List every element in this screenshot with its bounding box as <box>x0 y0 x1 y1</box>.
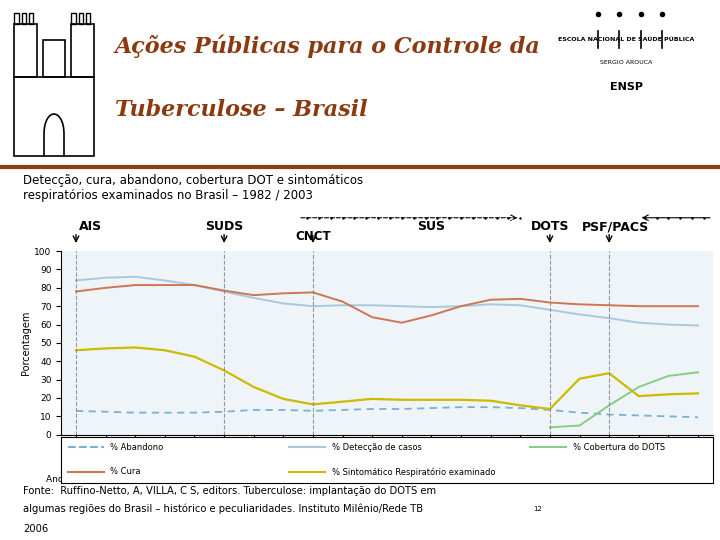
Bar <box>71 13 76 24</box>
Text: % Cobertura do DOTS: % Cobertura do DOTS <box>572 443 665 452</box>
Text: % Cura: % Cura <box>110 467 140 476</box>
Text: AIS: AIS <box>79 220 102 233</box>
Text: Tuberculose – Brasil: Tuberculose – Brasil <box>115 99 368 120</box>
Text: Fonte:  Ruffino-Netto, A, VILLA, C S, editors. Tuberculose: implantação do DOTS : Fonte: Ruffino-Netto, A, VILLA, C S, edi… <box>23 486 436 496</box>
Text: 2006: 2006 <box>23 524 48 534</box>
Text: SERGIO AROUCA: SERGIO AROUCA <box>600 59 652 65</box>
Text: % Detecção de casos: % Detecção de casos <box>332 443 421 452</box>
Text: Detecção, cura, abandono, cobertura DOT e sintomáticos
respiratórios examinados : Detecção, cura, abandono, cobertura DOT … <box>23 174 363 202</box>
Text: SUDS: SUDS <box>205 220 243 233</box>
Text: Ações Públicas para o Controle da: Ações Públicas para o Controle da <box>115 34 541 58</box>
Bar <box>43 40 65 77</box>
Text: PSF/PACS: PSF/PACS <box>582 220 649 233</box>
Text: algumas regiões do Brasil – histórico e peculiaridades. Instituto Milênio/Rede T: algumas regiões do Brasil – histórico e … <box>23 503 423 514</box>
Y-axis label: Porcentagem: Porcentagem <box>22 310 32 375</box>
Text: 12: 12 <box>534 506 542 512</box>
Text: ESCOLA NACIONAL DE SAÚDE PÚBLICA: ESCOLA NACIONAL DE SAÚDE PÚBLICA <box>558 37 695 43</box>
Text: DOTS: DOTS <box>531 220 569 233</box>
Text: ENSP: ENSP <box>610 82 643 92</box>
Bar <box>78 13 84 24</box>
Text: CNCT: CNCT <box>295 230 330 243</box>
Bar <box>14 24 37 77</box>
Text: % Abandono: % Abandono <box>110 443 163 452</box>
Bar <box>29 13 33 24</box>
Bar <box>71 24 94 77</box>
Bar <box>14 13 19 24</box>
Text: SUS: SUS <box>418 220 446 233</box>
Bar <box>86 13 91 24</box>
Text: Anos  ────────►: Anos ────────► <box>46 475 124 484</box>
Text: % Sintomático Respiratório examinado: % Sintomático Respiratório examinado <box>332 467 495 477</box>
Bar <box>14 77 94 157</box>
Bar <box>22 13 26 24</box>
